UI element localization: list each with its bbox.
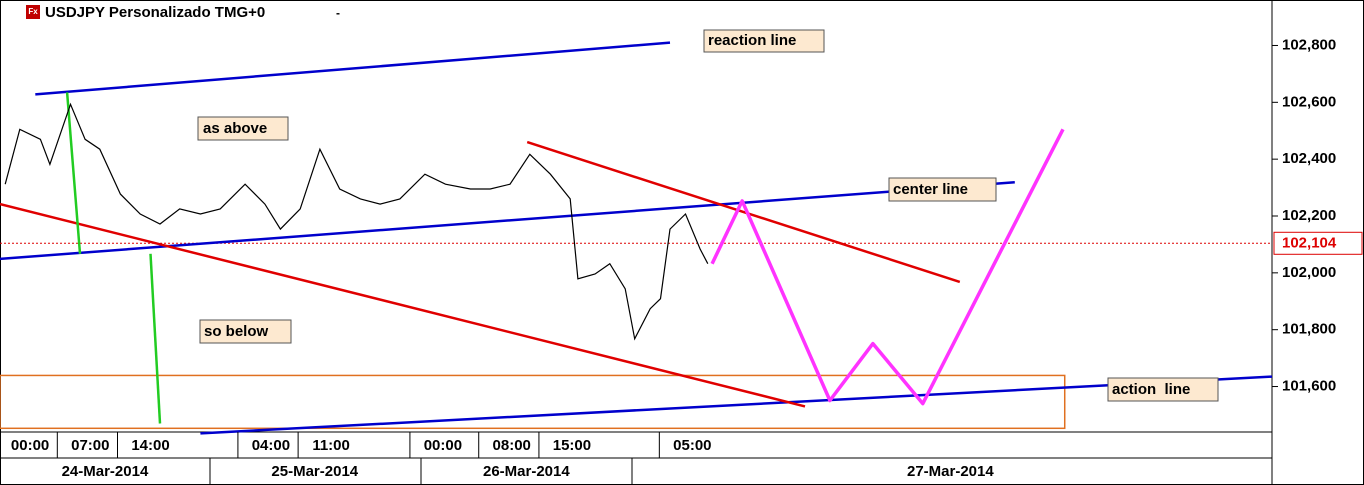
annotation: so below: [204, 323, 269, 340]
trendline: [200, 375, 1273, 435]
annotation: reaction line: [708, 32, 796, 49]
date-label: 25-Mar-2014: [271, 463, 358, 480]
x-tick-label: 04:00: [252, 437, 290, 454]
y-tick-label: 101,800: [1282, 321, 1336, 338]
x-tick-label: 05:00: [673, 437, 711, 454]
annotation: as above: [203, 120, 267, 137]
current-price-box: [1273, 231, 1363, 255]
annotation-box: [199, 319, 292, 344]
y-tick-label: 102,200: [1282, 207, 1336, 224]
y-tick-label: 102,000: [1282, 264, 1336, 281]
y-tick-label: 102,600: [1282, 93, 1336, 110]
x-tick-label: 00:00: [424, 437, 462, 454]
zone: [0, 374, 1066, 430]
x-tick-label: 15:00: [553, 437, 591, 454]
annotation-box: [703, 29, 825, 53]
forecast-path: [710, 128, 1065, 406]
annotation-box: [888, 177, 997, 202]
y-tick-label: 102,800: [1282, 36, 1336, 53]
icon: [26, 5, 40, 19]
date-label: 27-Mar-2014: [907, 463, 994, 480]
annotation-box: [197, 116, 289, 141]
x-tick-label: 00:00: [11, 437, 49, 454]
date-label: 24-Mar-2014: [62, 463, 149, 480]
trendline: [526, 140, 961, 284]
y-tick-label: 102,400: [1282, 150, 1336, 167]
annotation: action line: [1112, 381, 1190, 398]
trendline: [0, 202, 806, 408]
annotation-box: [1107, 377, 1219, 402]
annotation: center line: [893, 181, 968, 198]
x-tick-label: 14:00: [131, 437, 169, 454]
trendline: [35, 41, 671, 96]
date-label: 26-Mar-2014: [483, 463, 570, 480]
icon-text: Fx: [28, 7, 38, 16]
x-tick-label: 07:00: [71, 437, 109, 454]
trendline: [149, 253, 162, 424]
menu-mark[interactable]: -: [336, 6, 340, 20]
current-price-label: 102,104: [1282, 234, 1337, 251]
price-line: [4, 102, 709, 341]
chart-title: USDJPY Personalizado TMG+0: [45, 4, 265, 21]
y-tick-label: 101,600: [1282, 377, 1336, 394]
x-tick-label: 08:00: [493, 437, 531, 454]
x-tick-label: 11:00: [312, 437, 350, 454]
trendline: [65, 92, 82, 254]
